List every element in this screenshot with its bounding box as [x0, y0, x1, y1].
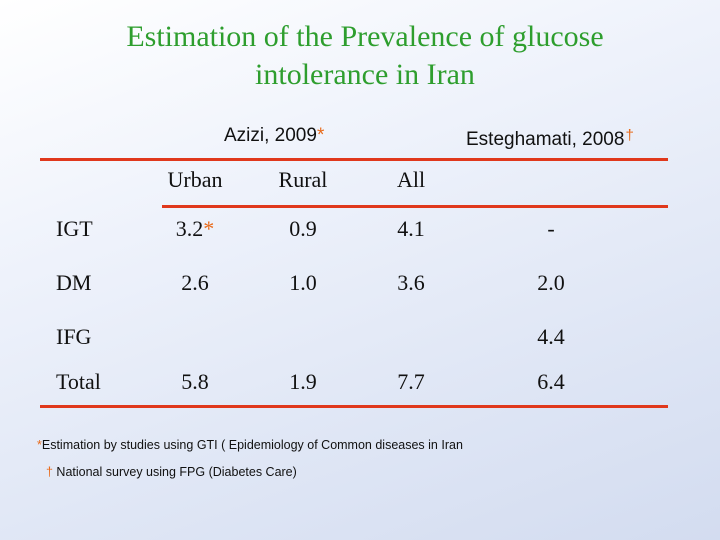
cell-dm-urban: 2.6: [181, 270, 209, 295]
cell-total-urban: 5.8: [181, 369, 209, 394]
cell-igt-urban: 3.2*: [150, 216, 240, 242]
column-header-urban: Urban: [167, 167, 223, 192]
cell-dm-esteghamati: 2.0: [537, 270, 565, 295]
row-label-ifg: IFG: [56, 324, 92, 349]
cell-dm-all: 3.6: [397, 270, 425, 295]
table-top-rule: [40, 158, 668, 161]
row-label-igt: IGT: [56, 216, 93, 241]
slide-title: Estimation of the Prevalence of glucose …: [60, 18, 670, 94]
cell-dm-rural: 1.0: [289, 270, 317, 295]
source-azizi: Azizi, 2009*: [224, 125, 324, 147]
footnote-fpg-text: National survey using FPG (Diabetes Care…: [52, 465, 297, 479]
source-esteghamati-mark: †: [625, 127, 634, 144]
slide-title-line-1: Estimation of the Prevalence of glucose: [126, 20, 604, 53]
source-azizi-label: Azizi, 2009: [224, 125, 317, 146]
cell-ifg-esteghamati: 4.4: [537, 324, 565, 349]
footnote-gti-text: Estimation by studies using GTI ( Epidem…: [41, 438, 463, 452]
cell-total-all: 7.7: [397, 369, 425, 394]
source-esteghamati: Esteghamati, 2008†: [466, 127, 634, 151]
cell-igt-urban-value: 3.2: [175, 216, 204, 241]
footnote-fpg-mark: †: [46, 465, 53, 479]
source-azizi-mark: *: [316, 125, 325, 146]
cell-igt-all: 4.1: [397, 216, 425, 241]
row-label-dm: DM: [56, 270, 92, 295]
table-header-rule: [162, 205, 668, 208]
cell-total-rural: 1.9: [289, 369, 317, 394]
slide-title-line-2: intolerance in Iran: [255, 58, 475, 91]
cell-igt-esteghamati: -: [547, 216, 555, 241]
cell-total-esteghamati: 6.4: [537, 369, 565, 394]
footnote-fpg: † National survey using FPG (Diabetes Ca…: [46, 465, 297, 479]
table-bottom-rule: [40, 405, 668, 408]
footnote-gti-mark: *: [37, 438, 42, 452]
column-header-all: All: [396, 167, 426, 192]
row-label-total: Total: [56, 369, 101, 394]
cell-igt-rural: 0.9: [289, 216, 317, 241]
cell-igt-urban-mark: *: [203, 216, 215, 241]
footnote-gti: *Estimation by studies using GTI ( Epide…: [37, 438, 463, 452]
source-esteghamati-label: Esteghamati, 2008: [466, 129, 625, 150]
column-header-rural: Rural: [278, 167, 328, 192]
